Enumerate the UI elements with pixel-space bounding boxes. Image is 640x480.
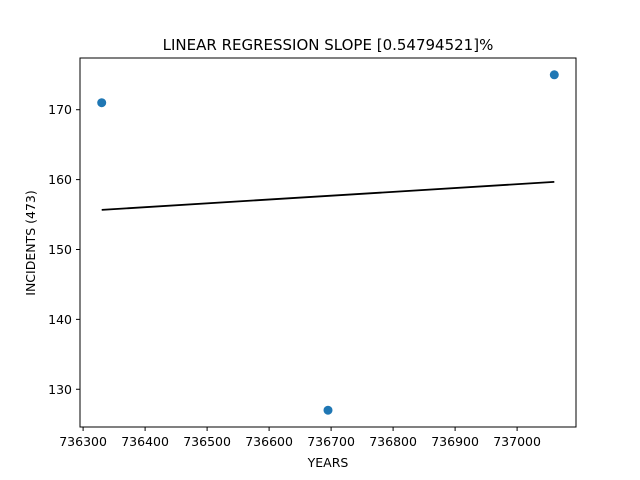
chart-title: LINEAR REGRESSION SLOPE [0.54794521]%	[163, 36, 494, 54]
y-tick-label-130: 130	[48, 382, 72, 397]
x-axis-label: YEARS	[307, 455, 349, 470]
x-tick-label-736800: 736800	[369, 434, 417, 449]
x-tick-label-736500: 736500	[183, 434, 231, 449]
axes-frame	[79, 57, 577, 428]
plot-area: 736300 736400 736500 736600 736700 736800 7369…	[48, 57, 577, 449]
x-tick-label-736600: 736600	[245, 434, 293, 449]
data-point-1	[97, 98, 107, 108]
regression-line	[101, 181, 555, 211]
x-tick-label-736400: 736400	[121, 434, 169, 449]
y-tick-label-160: 160	[48, 172, 72, 187]
data-point-2	[323, 405, 333, 415]
y-axis-label: INCIDENTS (473)	[23, 190, 38, 295]
x-tick-label-736900: 736900	[431, 434, 479, 449]
y-tick-label-140: 140	[48, 312, 72, 327]
y-tick-label-150: 150	[48, 242, 72, 257]
y-tick-label-170: 170	[48, 102, 72, 117]
x-tick-label-736700: 736700	[307, 434, 355, 449]
x-tick-label-737000: 737000	[493, 434, 541, 449]
data-point-3	[549, 70, 559, 80]
x-tick-label-736300: 736300	[59, 434, 107, 449]
